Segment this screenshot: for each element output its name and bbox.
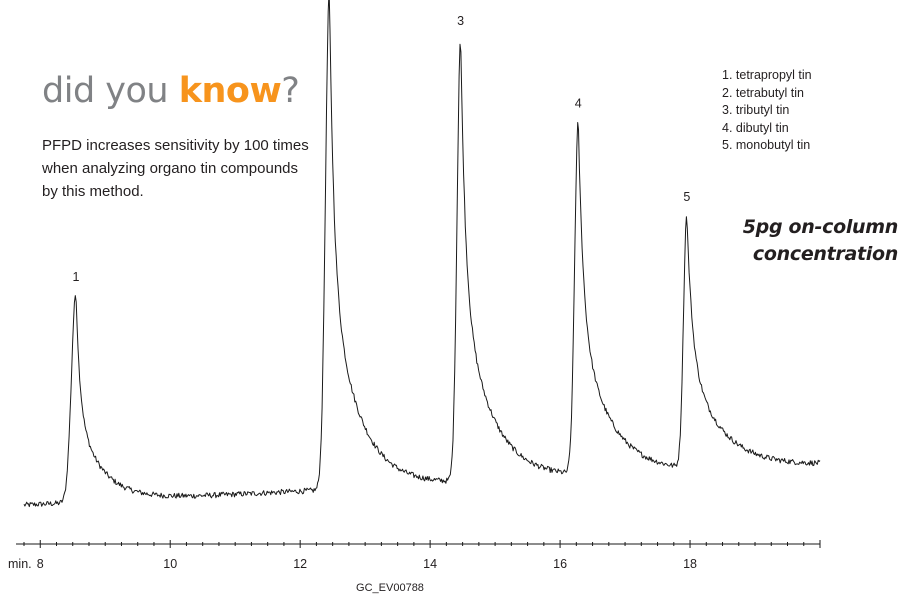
peak-label-3: 3 (457, 14, 464, 28)
blurb-text: PFPD increases sensitivity by 100 times … (42, 137, 309, 200)
peak-label-1: 1 (73, 270, 80, 284)
callout-line-2: concentration (752, 243, 898, 265)
legend: 1. tetrapropyl tin 2. tetrabutyl tin 3. … (722, 67, 812, 155)
callout: 5pg on-column concentration (742, 214, 899, 268)
heading: did you know? (42, 71, 300, 111)
x-axis-ticks: 8 10 12 14 16 18 (23, 540, 821, 571)
x-tick-label: 10 (163, 557, 177, 571)
legend-item: 2. tetrabutyl tin (722, 85, 804, 100)
x-tick-label: 8 (37, 557, 44, 571)
chromatogram-trace (23, 0, 821, 508)
x-tick-label: 18 (683, 557, 697, 571)
x-tick-label: 12 (293, 557, 307, 571)
heading-highlight: know (178, 71, 282, 111)
x-axis-unit-label: min. (8, 557, 32, 571)
peak-labels: 12345 (73, 14, 691, 284)
legend-item: 3. tributyl tin (722, 103, 790, 117)
peak-label-5: 5 (683, 190, 690, 204)
heading-post: ? (281, 71, 300, 111)
legend-item: 4. dibutyl tin (722, 120, 789, 135)
figure-code: GC_EV00788 (356, 582, 424, 594)
x-tick-label: 16 (553, 557, 567, 571)
peak-label-4: 4 (575, 97, 582, 111)
callout-line-1: 5pg on-column (742, 216, 899, 238)
x-tick-label: 14 (423, 557, 437, 571)
legend-item: 1. tetrapropyl tin (722, 68, 812, 82)
legend-item: 5. monobutyl tin (722, 138, 811, 152)
heading-pre: did you (42, 71, 179, 111)
